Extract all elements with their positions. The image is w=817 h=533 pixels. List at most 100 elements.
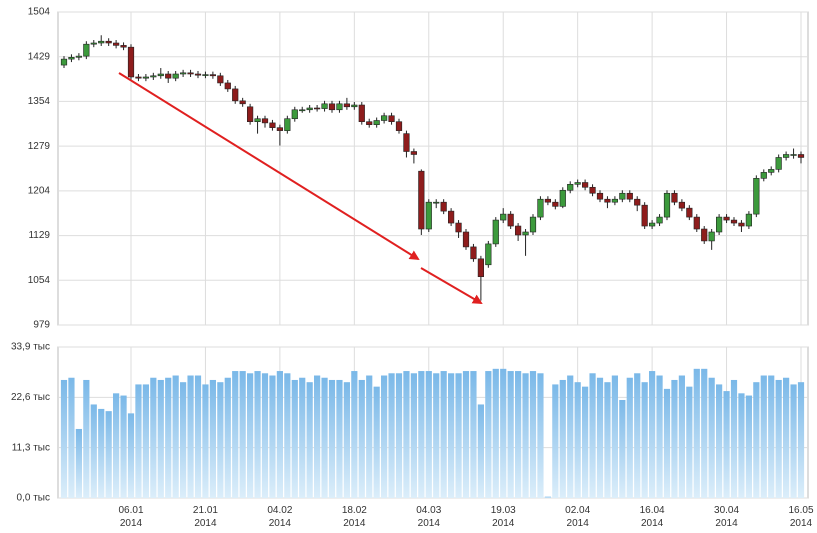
candle-body <box>90 42 97 45</box>
volume-bar <box>291 379 298 498</box>
candle-body <box>522 231 529 236</box>
volume-bar <box>470 371 477 498</box>
volume-bar <box>388 373 395 498</box>
candle-body <box>351 104 358 108</box>
candle-body <box>671 192 678 203</box>
volume-bar <box>760 375 767 498</box>
volume-bar <box>678 375 685 498</box>
x-tick-label: 30.04 2014 <box>714 505 739 529</box>
volume-bar <box>83 379 90 498</box>
trend-arrow <box>118 72 420 261</box>
volume-bar <box>232 371 239 498</box>
volume-bar <box>75 428 82 498</box>
candle-body <box>187 72 194 75</box>
candle-body <box>663 192 671 218</box>
volume-bar <box>157 379 164 498</box>
volume-bar <box>135 384 142 498</box>
x-tick-label: 18.02 2014 <box>342 505 367 529</box>
volume-bar <box>410 373 417 498</box>
volume-bar <box>403 371 410 498</box>
x-tick-label: 06.01 2014 <box>118 505 143 529</box>
volume-bar <box>142 384 149 498</box>
candle-body <box>611 198 618 203</box>
candle-body <box>381 115 388 121</box>
volume-bar <box>120 395 127 498</box>
volume-bar <box>649 371 656 498</box>
volume-bar <box>611 375 618 498</box>
candle-body <box>507 213 514 227</box>
volume-bar <box>373 386 380 498</box>
candle-body <box>83 43 90 57</box>
candle-body <box>455 222 462 233</box>
volume-bar <box>343 382 350 498</box>
candle-body <box>217 75 224 84</box>
candle-body <box>492 219 499 245</box>
candle-body <box>284 118 291 131</box>
candle-body <box>574 182 581 185</box>
volume-bar <box>582 386 589 498</box>
volume-bar <box>492 368 499 498</box>
volume-bar <box>187 375 194 498</box>
volume-bar <box>790 384 797 498</box>
candle-body <box>425 201 432 230</box>
candle-body <box>418 170 425 230</box>
candle-body <box>142 76 149 79</box>
candle-body <box>596 192 604 200</box>
candle-body <box>790 154 797 156</box>
volume-bar <box>708 377 715 498</box>
volume-bar <box>217 382 224 498</box>
volume-bar <box>306 382 313 498</box>
candle-body <box>500 213 507 221</box>
volume-bar <box>448 373 455 498</box>
volume-bar <box>433 373 440 498</box>
x-tick-label: 16.04 2014 <box>640 505 665 529</box>
candle-body <box>209 74 216 77</box>
volume-bar <box>671 379 678 498</box>
candle-body <box>150 75 157 78</box>
volume-bar <box>98 408 105 498</box>
candle-body <box>135 76 142 79</box>
candle-body <box>716 216 723 233</box>
y-tick-label: 1129 <box>28 230 50 241</box>
candle-body <box>485 243 492 266</box>
volume-bar <box>768 375 775 498</box>
candle-body <box>515 225 522 236</box>
candle-body <box>723 216 730 221</box>
x-tick-label: 04.02 2014 <box>267 505 292 529</box>
y-tick-label: 1354 <box>28 96 51 107</box>
candle-body <box>448 210 455 224</box>
candle-body <box>299 109 306 112</box>
x-tick-label: 19.03 2014 <box>491 505 516 529</box>
candle-body <box>678 201 685 209</box>
candle-body <box>582 182 589 188</box>
candle-body <box>701 228 708 242</box>
volume-bar <box>716 384 723 498</box>
volume-bar <box>529 371 537 498</box>
candle-body <box>745 213 752 227</box>
volume-bar <box>477 404 484 498</box>
volume-bar <box>113 393 120 498</box>
candle-body <box>649 222 656 227</box>
volume-bar <box>738 393 745 498</box>
candle-body <box>708 231 715 242</box>
candle-body <box>261 118 269 124</box>
candle-body <box>157 73 164 77</box>
volume-bar <box>425 371 432 498</box>
volume-bar <box>202 384 209 498</box>
candle-body <box>60 58 68 66</box>
candle-body <box>738 222 745 227</box>
candle-body <box>172 73 179 79</box>
candle-body <box>388 115 395 122</box>
volume-bar <box>775 379 782 498</box>
y-tick-label: 22,6 тыс <box>11 392 50 403</box>
candle-body <box>343 103 350 108</box>
candle-body <box>797 154 805 158</box>
candle-body <box>589 186 596 194</box>
candle-body <box>760 172 767 179</box>
candle-body <box>194 73 202 76</box>
volume-bar <box>261 373 269 498</box>
volume-bar <box>68 377 75 498</box>
candle-body <box>656 216 663 224</box>
price-frame <box>57 11 809 326</box>
x-tick-label: 21.01 2014 <box>193 505 218 529</box>
